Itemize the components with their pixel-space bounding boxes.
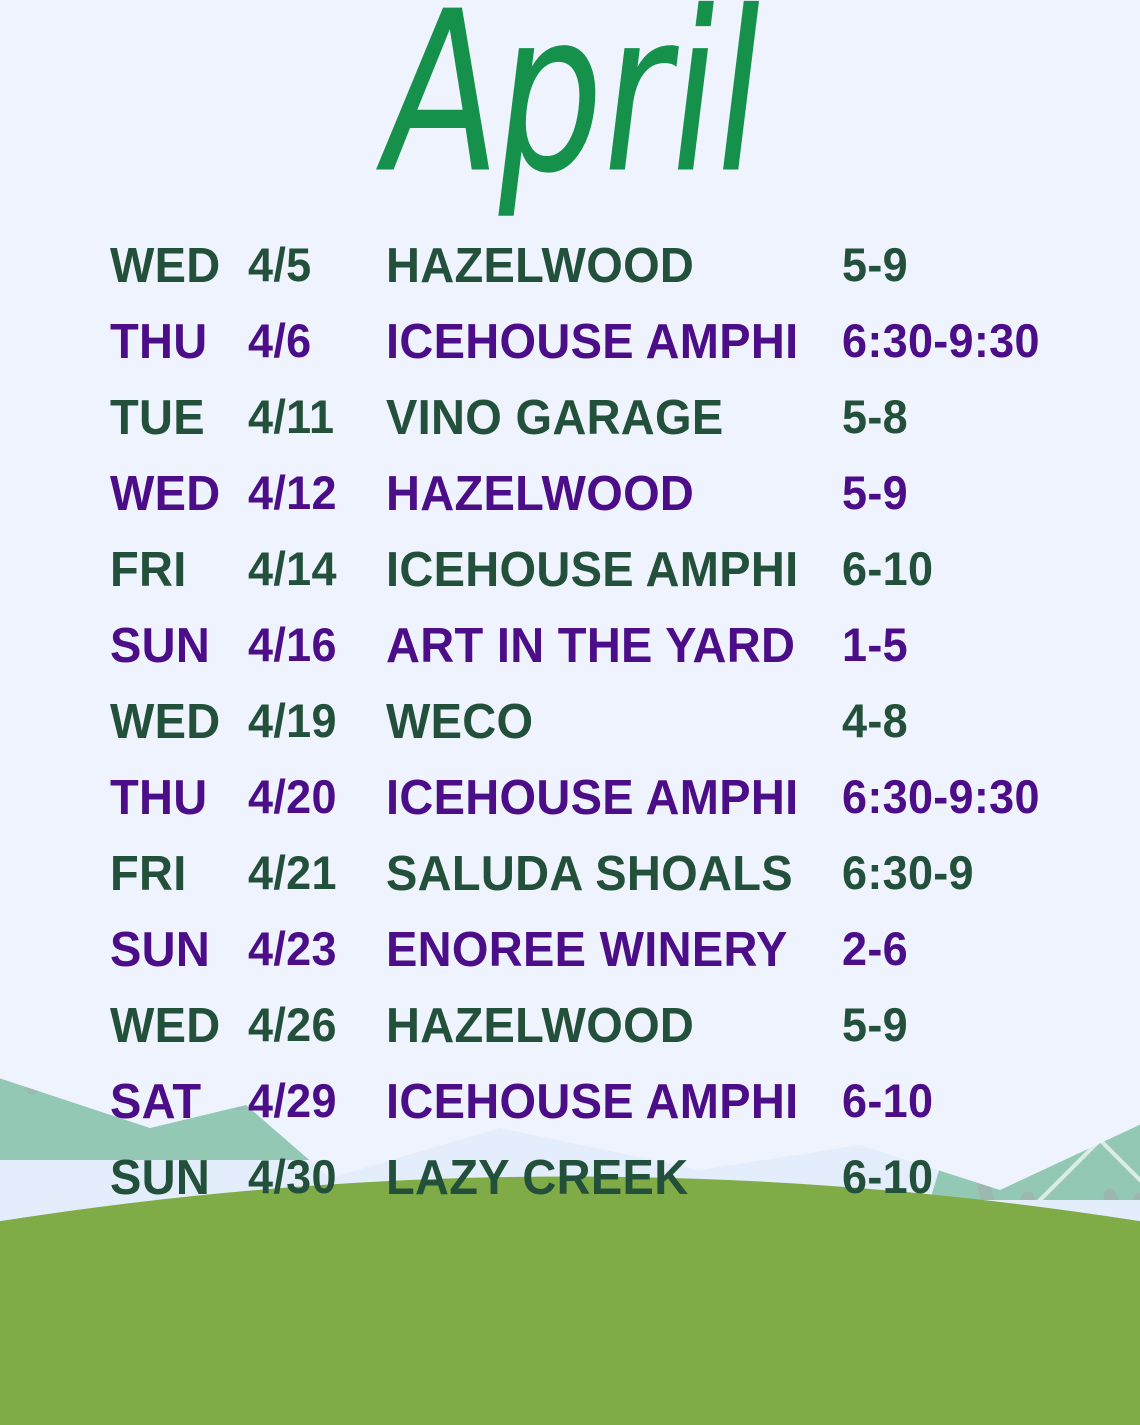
- row-date: 4/14: [248, 541, 337, 595]
- row-time: 4-8: [842, 693, 908, 747]
- row-date: 4/20: [248, 769, 337, 823]
- row-time: 6:30-9:30: [842, 313, 1040, 367]
- row-date: 4/12: [248, 465, 337, 519]
- row-time: 5-9: [842, 465, 908, 519]
- row-time: 6-10: [842, 1073, 934, 1127]
- row-date: 4/5: [248, 237, 312, 291]
- row-date: 4/30: [248, 1149, 337, 1203]
- row-day: WED: [110, 236, 221, 292]
- row-date: 4/26: [248, 997, 337, 1051]
- row-venue: ICEHOUSE AMPHI: [386, 540, 799, 596]
- schedule-row[interactable]: SUN 4/23 ENOREE WINERY 2-6: [0, 910, 1140, 986]
- row-time: 1-5: [842, 617, 908, 671]
- row-time: 5-9: [842, 237, 908, 291]
- row-day: SUN: [110, 920, 211, 976]
- row-day: SUN: [110, 616, 211, 672]
- row-day: FRI: [110, 540, 187, 596]
- row-time: 6:30-9:30: [842, 769, 1040, 823]
- schedule-row[interactable]: FRI 4/21 SALUDA SHOALS 6:30-9: [0, 834, 1140, 910]
- row-venue: ICEHOUSE AMPHI: [386, 768, 799, 824]
- page-title-text: April: [368, 0, 778, 222]
- row-venue: WECO: [386, 692, 534, 748]
- row-time: 2-6: [842, 921, 908, 975]
- row-venue: HAZELWOOD: [386, 236, 695, 292]
- row-venue: ICEHOUSE AMPHI: [386, 1072, 799, 1128]
- row-day: WED: [110, 692, 221, 748]
- schedule-row[interactable]: WED 4/5 HAZELWOOD 5-9: [0, 226, 1140, 302]
- row-date: 4/16: [248, 617, 337, 671]
- schedule-row[interactable]: THU 4/20 ICEHOUSE AMPHI 6:30-9:30: [0, 758, 1140, 834]
- row-day: SAT: [110, 1072, 202, 1128]
- schedule-row[interactable]: WED 4/19 WECO 4-8: [0, 682, 1140, 758]
- schedule-row[interactable]: WED 4/26 HAZELWOOD 5-9: [0, 986, 1140, 1062]
- schedule-row[interactable]: WED 4/12 HAZELWOOD 5-9: [0, 454, 1140, 530]
- row-venue: HAZELWOOD: [386, 996, 695, 1052]
- row-venue: VINO GARAGE: [386, 388, 724, 444]
- page-title: April: [0, 0, 1140, 222]
- row-venue: ART IN THE YARD: [386, 616, 796, 672]
- row-day: TUE: [110, 388, 205, 444]
- schedule-list: WED 4/5 HAZELWOOD 5-9 THU 4/6 ICEHOUSE A…: [0, 226, 1140, 1214]
- row-time: 5-8: [842, 389, 908, 443]
- schedule-row[interactable]: THU 4/6 ICEHOUSE AMPHI 6:30-9:30: [0, 302, 1140, 378]
- row-day: THU: [110, 312, 208, 368]
- row-date: 4/11: [248, 389, 335, 443]
- row-venue: SALUDA SHOALS: [386, 844, 793, 900]
- row-time: 6:30-9: [842, 845, 974, 899]
- row-day: WED: [110, 464, 221, 520]
- row-time: 6-10: [842, 541, 934, 595]
- row-time: 6-10: [842, 1149, 934, 1203]
- row-venue: HAZELWOOD: [386, 464, 695, 520]
- row-day: FRI: [110, 844, 187, 900]
- row-date: 4/29: [248, 1073, 337, 1127]
- schedule-row[interactable]: TUE 4/11 VINO GARAGE 5-8: [0, 378, 1140, 454]
- row-venue: ENOREE WINERY: [386, 920, 788, 976]
- row-venue: ICEHOUSE AMPHI: [386, 312, 799, 368]
- row-date: 4/21: [248, 845, 337, 899]
- row-day: SUN: [110, 1148, 211, 1204]
- row-time: 5-9: [842, 997, 908, 1051]
- schedule-row[interactable]: SUN 4/16 ART IN THE YARD 1-5: [0, 606, 1140, 682]
- row-date: 4/23: [248, 921, 337, 975]
- row-day: THU: [110, 768, 208, 824]
- row-date: 4/19: [248, 693, 337, 747]
- schedule-row[interactable]: SAT 4/29 ICEHOUSE AMPHI 6-10: [0, 1062, 1140, 1138]
- schedule-row[interactable]: FRI 4/14 ICEHOUSE AMPHI 6-10: [0, 530, 1140, 606]
- row-day: WED: [110, 996, 221, 1052]
- row-venue: LAZY CREEK: [386, 1148, 689, 1204]
- schedule-row[interactable]: SUN 4/30 LAZY CREEK 6-10: [0, 1138, 1140, 1214]
- row-date: 4/6: [248, 313, 312, 367]
